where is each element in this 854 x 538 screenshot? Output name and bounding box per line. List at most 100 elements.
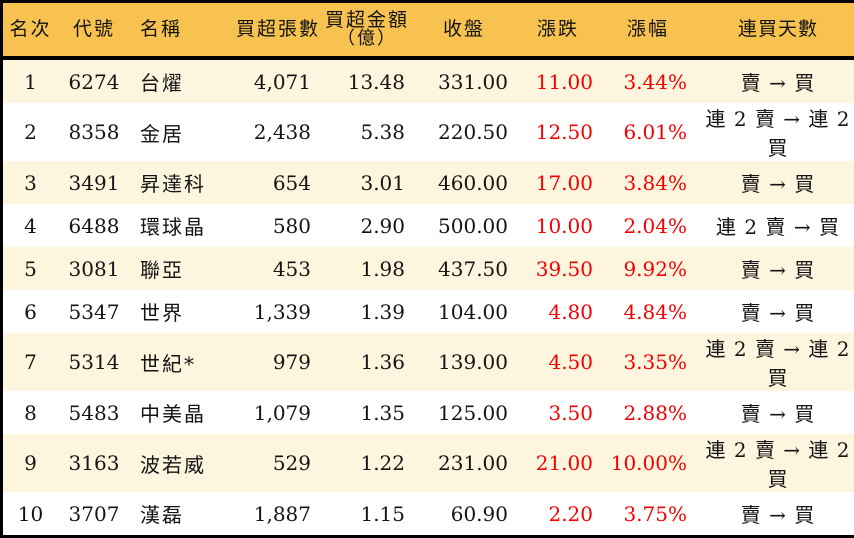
- cell-code: 3081: [58, 247, 130, 290]
- cell-close: 125.00: [413, 391, 515, 434]
- cell-change: 12.50: [515, 103, 601, 161]
- column-header-label: 連買天數: [695, 19, 854, 41]
- cell-close: 220.50: [413, 103, 515, 161]
- cell-streak: 賣 → 買: [695, 290, 854, 333]
- column-header-label: 代號: [58, 19, 130, 41]
- column-header-label: 收盤: [413, 19, 515, 41]
- header-row: 名次代號名稱買超張數買超金額（億）收盤漲跌漲幅連買天數: [2, 2, 854, 59]
- column-header-label: 漲跌: [515, 19, 601, 41]
- column-header-label: 名次: [3, 19, 58, 41]
- cell-streak: 連 2 賣 → 連 2 買: [695, 103, 854, 161]
- cell-rank: 2: [2, 103, 59, 161]
- cell-net_buy_volume: 1,079: [235, 391, 321, 434]
- cell-streak: 賣 → 買: [695, 58, 854, 103]
- cell-net_buy_amount: 5.38: [321, 103, 413, 161]
- column-header-sublabel: （億）: [321, 30, 413, 49]
- cell-change_pct: 3.35%: [601, 333, 695, 391]
- cell-change: 10.00: [515, 204, 601, 247]
- cell-net_buy_amount: 1.98: [321, 247, 413, 290]
- cell-change: 3.50: [515, 391, 601, 434]
- cell-rank: 3: [2, 161, 59, 204]
- column-header-name: 名稱: [130, 2, 235, 59]
- column-header-close: 收盤: [413, 2, 515, 59]
- cell-close: 331.00: [413, 58, 515, 103]
- column-header-net_buy_amount: 買超金額（億）: [321, 2, 413, 59]
- cell-streak: 賣 → 買: [695, 391, 854, 434]
- table-header: 名次代號名稱買超張數買超金額（億）收盤漲跌漲幅連買天數: [2, 2, 854, 59]
- cell-change_pct: 6.01%: [601, 103, 695, 161]
- cell-change: 4.80: [515, 290, 601, 333]
- cell-net_buy_volume: 979: [235, 333, 321, 391]
- cell-code: 6274: [58, 58, 130, 103]
- column-header-code: 代號: [58, 2, 130, 59]
- cell-net_buy_amount: 1.35: [321, 391, 413, 434]
- cell-code: 5483: [58, 391, 130, 434]
- cell-rank: 10: [2, 492, 59, 537]
- cell-net_buy_volume: 529: [235, 434, 321, 492]
- cell-change_pct: 10.00%: [601, 434, 695, 492]
- cell-close: 139.00: [413, 333, 515, 391]
- column-header-label: 名稱: [140, 19, 235, 41]
- cell-change_pct: 3.84%: [601, 161, 695, 204]
- cell-rank: 1: [2, 58, 59, 103]
- cell-change: 2.20: [515, 492, 601, 537]
- cell-change_pct: 2.04%: [601, 204, 695, 247]
- cell-rank: 9: [2, 434, 59, 492]
- column-header-change: 漲跌: [515, 2, 601, 59]
- cell-name: 中美晶: [130, 391, 235, 434]
- column-header-rank: 名次: [2, 2, 59, 59]
- cell-code: 3491: [58, 161, 130, 204]
- cell-net_buy_amount: 1.22: [321, 434, 413, 492]
- cell-change_pct: 3.44%: [601, 58, 695, 103]
- column-header-label: 買超張數: [235, 19, 321, 41]
- cell-change: 4.50: [515, 333, 601, 391]
- cell-streak: 連 2 賣 → 買: [695, 204, 854, 247]
- cell-net_buy_amount: 2.90: [321, 204, 413, 247]
- cell-net_buy_amount: 3.01: [321, 161, 413, 204]
- cell-net_buy_amount: 1.36: [321, 333, 413, 391]
- cell-code: 8358: [58, 103, 130, 161]
- cell-net_buy_volume: 654: [235, 161, 321, 204]
- cell-change: 39.50: [515, 247, 601, 290]
- cell-code: 3707: [58, 492, 130, 537]
- column-header-change_pct: 漲幅: [601, 2, 695, 59]
- cell-streak: 賣 → 買: [695, 247, 854, 290]
- cell-close: 104.00: [413, 290, 515, 333]
- cell-name: 世界: [130, 290, 235, 333]
- cell-net_buy_volume: 453: [235, 247, 321, 290]
- cell-name: 波若威: [130, 434, 235, 492]
- cell-net_buy_volume: 1,339: [235, 290, 321, 333]
- cell-change: 21.00: [515, 434, 601, 492]
- cell-code: 5314: [58, 333, 130, 391]
- cell-net_buy_volume: 2,438: [235, 103, 321, 161]
- cell-change: 11.00: [515, 58, 601, 103]
- cell-net_buy_amount: 1.39: [321, 290, 413, 333]
- cell-change_pct: 2.88%: [601, 391, 695, 434]
- cell-rank: 8: [2, 391, 59, 434]
- cell-rank: 5: [2, 247, 59, 290]
- cell-name: 世紀*: [130, 333, 235, 391]
- cell-name: 金居: [130, 103, 235, 161]
- cell-code: 3163: [58, 434, 130, 492]
- cell-change_pct: 3.75%: [601, 492, 695, 537]
- cell-close: 437.50: [413, 247, 515, 290]
- cell-streak: 連 2 賣 → 連 2 買: [695, 333, 854, 391]
- column-header-net_buy_volume: 買超張數: [235, 2, 321, 59]
- cell-code: 6488: [58, 204, 130, 247]
- cell-name: 環球晶: [130, 204, 235, 247]
- cell-change: 17.00: [515, 161, 601, 204]
- cell-close: 231.00: [413, 434, 515, 492]
- cell-rank: 7: [2, 333, 59, 391]
- cell-streak: 賣 → 買: [695, 492, 854, 537]
- cell-name: 昇達科: [130, 161, 235, 204]
- cell-code: 5347: [58, 290, 130, 333]
- cell-net_buy_volume: 4,071: [235, 58, 321, 103]
- cell-rank: 6: [2, 290, 59, 333]
